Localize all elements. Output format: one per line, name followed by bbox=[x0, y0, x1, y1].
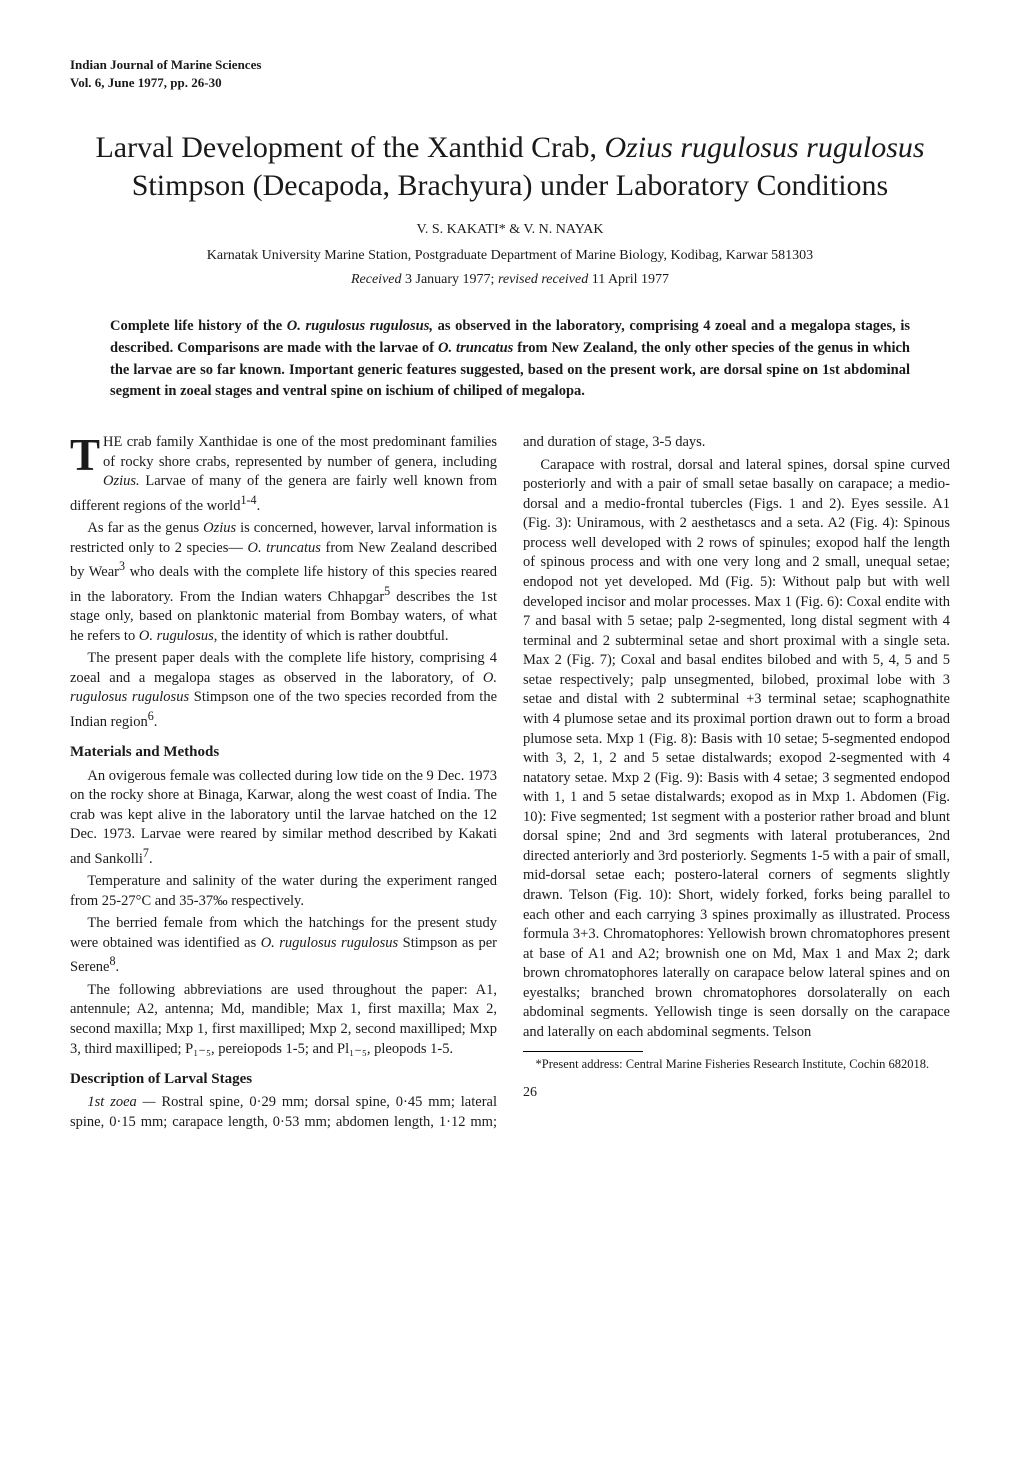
body-columns: THE crab family Xanthidae is one of the … bbox=[70, 433, 950, 1132]
intro-i3: O. truncatus bbox=[247, 540, 320, 556]
mm-p2: Temperature and salinity of the water du… bbox=[70, 872, 497, 911]
intro-p3: The present paper deals with the complet… bbox=[70, 649, 497, 732]
mm-p1a: An ovigerous female was collected during… bbox=[70, 768, 497, 867]
page: Indian Journal of Marine Sciences Vol. 6… bbox=[0, 0, 1020, 1482]
intro-p1: THE crab family Xanthidae is one of the … bbox=[70, 433, 497, 516]
footnote-block: *Present address: Central Marine Fisheri… bbox=[523, 1051, 950, 1103]
journal-vol: Vol. 6, June 1977, pp. 26-30 bbox=[70, 74, 950, 92]
desc-p2: Carapace with rostral, dorsal and latera… bbox=[523, 456, 950, 1043]
article-title: Larval Development of the Xanthid Crab, … bbox=[80, 129, 940, 204]
intro-i1: Ozius. bbox=[103, 473, 140, 489]
intro-p2f: the identity of which is rather doubtful… bbox=[217, 628, 448, 644]
abstract: Complete life history of the O. rugulosu… bbox=[110, 316, 910, 403]
intro-p3c: . bbox=[154, 714, 158, 730]
abstract-t1: Complete life history of the bbox=[110, 318, 287, 334]
intro-i2: Ozius bbox=[203, 520, 236, 536]
dates-d1: 3 January 1977; bbox=[405, 272, 498, 287]
title-species: Ozius rugulosus rugulosus bbox=[604, 131, 924, 164]
intro-p2: As far as the genus Ozius is concerned, … bbox=[70, 519, 497, 646]
mm-i1: O. rugulosus rugulosus bbox=[261, 935, 398, 951]
intro-i4: O. rugulosus, bbox=[139, 628, 218, 644]
heading-materials-methods: Materials and Methods bbox=[70, 742, 497, 762]
page-number: 26 bbox=[523, 1084, 950, 1103]
intro-p1a: HE crab family Xanthidae is one of the m… bbox=[103, 434, 497, 470]
mm-p4: The following abbreviations are used thr… bbox=[70, 981, 497, 1059]
mm-p1b: . bbox=[149, 851, 153, 867]
heading-description: Description of Larval Stages bbox=[70, 1069, 497, 1089]
desc-i1: 1st zoea — bbox=[87, 1094, 155, 1110]
title-part2: Stimpson (Decapoda, Brachyura) under Lab… bbox=[132, 169, 888, 202]
authors: V. S. KAKATI* & V. N. NAYAK bbox=[70, 222, 950, 238]
title-part1: Larval Development of the Xanthid Crab, bbox=[95, 131, 604, 164]
intro-p2a: As far as the genus bbox=[87, 520, 203, 536]
journal-name: Indian Journal of Marine Sciences bbox=[70, 56, 950, 74]
dates-pre: Received bbox=[351, 272, 405, 287]
affiliation: Karnatak University Marine Station, Post… bbox=[70, 248, 950, 264]
intro-p1c: . bbox=[257, 498, 261, 514]
journal-header: Indian Journal of Marine Sciences Vol. 6… bbox=[70, 56, 950, 91]
mm-p1: An ovigerous female was collected during… bbox=[70, 767, 497, 870]
dates: Received 3 January 1977; revised receive… bbox=[70, 272, 950, 288]
footnote: *Present address: Central Marine Fisheri… bbox=[523, 1056, 950, 1072]
dates-mid: revised received bbox=[498, 272, 592, 287]
footnote-rule bbox=[523, 1051, 643, 1052]
dates-d2: 11 April 1977 bbox=[592, 272, 669, 287]
intro-p3a: The present paper deals with the complet… bbox=[70, 650, 497, 686]
mm-p3c: . bbox=[116, 959, 120, 975]
abstract-i1: O. rugulosus rugulosus, bbox=[287, 318, 433, 334]
abstract-i2: O. truncatus bbox=[438, 340, 513, 356]
intro-sup1: 1-4 bbox=[240, 493, 256, 507]
mm-p3: The berried female from which the hatchi… bbox=[70, 914, 497, 978]
dropcap: T bbox=[70, 433, 103, 476]
